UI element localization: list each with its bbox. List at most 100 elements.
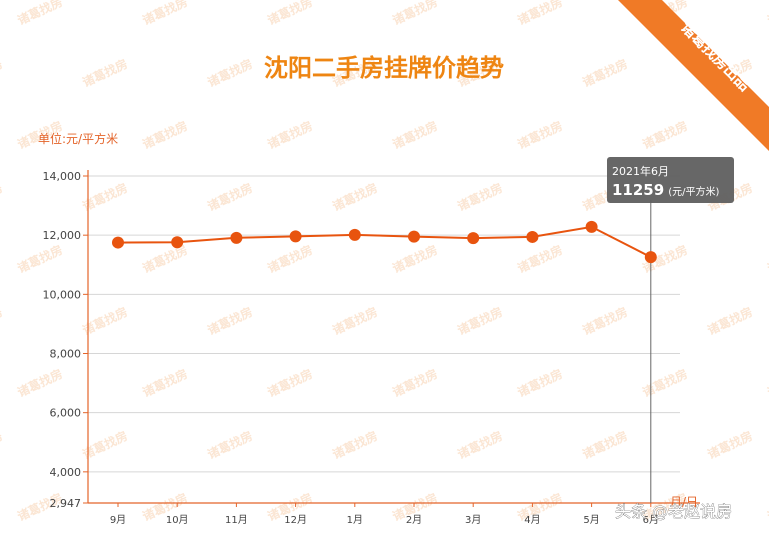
watermark-tile: 诸葛找房: [0, 304, 5, 338]
watermark-tile: 诸葛找房: [640, 118, 690, 152]
watermark-text: 诸葛找房: [330, 180, 380, 214]
watermark-tile: 诸葛找房: [330, 304, 380, 338]
watermark-text: 诸葛找房: [640, 118, 690, 152]
y-axis-unit-label: 单位:元/平方米: [38, 131, 118, 146]
watermark-text: 诸葛找房: [330, 428, 380, 462]
watermark-text: 诸葛找房: [705, 428, 755, 462]
watermark-text: 诸葛找房: [765, 0, 769, 28]
watermark-text: 诸葛找房: [265, 0, 315, 28]
watermark-tile: 诸葛找房: [515, 0, 565, 28]
watermark-tile: 诸葛找房: [640, 366, 690, 400]
watermark-tile: 诸葛找房: [515, 118, 565, 152]
watermark-tile: 诸葛找房: [265, 366, 315, 400]
data-point[interactable]: [289, 230, 302, 243]
tooltip-value-line: 11259 (元/平方米): [612, 181, 719, 199]
watermark-text: 诸葛找房: [140, 118, 190, 152]
watermark-tile: 诸葛找房: [0, 180, 5, 214]
watermark-tile: 诸葛找房: [580, 304, 630, 338]
watermark-text: 诸葛找房: [765, 242, 769, 276]
data-point[interactable]: [112, 236, 124, 249]
watermark-text: 诸葛找房: [0, 428, 5, 462]
watermark-tile: 诸葛找房: [580, 56, 630, 90]
credit-text: 头条 @老赵说房: [615, 502, 732, 521]
x-tick-label: 12月: [284, 514, 307, 526]
gridlines: [88, 175, 680, 473]
watermark-text: 诸葛找房: [140, 0, 190, 28]
series-line: [117, 225, 652, 258]
tooltip: 2021年6月 11259 (元/平方米): [607, 157, 734, 203]
data-point[interactable]: [230, 231, 243, 244]
y-tick-label: 4,000: [50, 466, 82, 479]
watermark-text: 诸葛找房: [390, 242, 440, 276]
data-point[interactable]: [348, 228, 361, 241]
x-tick-label: 2月: [406, 514, 422, 526]
watermark-tile: 诸葛找房: [390, 118, 440, 152]
tooltip-value: 11259: [612, 181, 664, 199]
data-point[interactable]: [467, 232, 480, 245]
x-tick-label: 4月: [524, 514, 540, 526]
watermark-text: 诸葛找房: [515, 366, 565, 400]
x-tick-label: 9月: [110, 514, 126, 526]
watermark-tile: 诸葛找房: [705, 304, 755, 338]
data-point[interactable]: [644, 251, 657, 264]
x-tick-label: 10月: [166, 514, 189, 526]
watermark-tile: 诸葛找房: [140, 0, 190, 28]
watermark-text: 诸葛找房: [80, 56, 130, 90]
watermark-text: 诸葛找房: [765, 366, 769, 400]
tooltip-unit: (元/平方米): [668, 185, 719, 198]
x-tick-label: 5月: [583, 514, 599, 526]
x-axis-ticks: 9月 10月 11月 12月 1月 2月 3月 4月 5月 6月: [110, 503, 659, 526]
watermark-text: 诸葛找房: [140, 366, 190, 400]
y-tick-label: 8,000: [50, 348, 82, 361]
watermark-text: 诸葛找房: [455, 180, 505, 214]
x-tick-label: 11月: [225, 514, 248, 526]
watermark-text: 诸葛找房: [265, 242, 315, 276]
watermark-tile: 诸葛找房: [80, 56, 130, 90]
watermark-text: 诸葛找房: [15, 0, 65, 28]
watermark-tile: 诸葛找房: [205, 304, 255, 338]
y-tick-label: 2,947: [50, 497, 82, 510]
watermark-text: 诸葛找房: [515, 0, 565, 28]
watermark-tile: 诸葛找房: [265, 118, 315, 152]
watermark-text: 诸葛找房: [140, 242, 190, 276]
y-tick-label: 14,000: [43, 170, 82, 183]
watermark-text: 诸葛找房: [455, 428, 505, 462]
watermark-tile: 诸葛找房: [265, 242, 315, 276]
watermark-text: 诸葛找房: [205, 304, 255, 338]
data-point[interactable]: [526, 230, 539, 243]
watermark-text: 诸葛找房: [515, 242, 565, 276]
data-point[interactable]: [171, 236, 184, 249]
watermark-text: 诸葛找房: [580, 428, 630, 462]
watermark-text: 诸葛找房: [640, 366, 690, 400]
watermark-tile: 诸葛找房: [330, 428, 380, 462]
watermark-tile: 诸葛找房: [515, 366, 565, 400]
watermark-tile: 诸葛找房: [140, 118, 190, 152]
watermark-tile: 诸葛找房: [330, 180, 380, 214]
watermark-tile: 诸葛找房: [765, 490, 769, 524]
watermark-tile: 诸葛找房: [390, 0, 440, 28]
watermark-text: 诸葛找房: [265, 118, 315, 152]
data-point[interactable]: [408, 230, 420, 243]
watermark-text: 诸葛找房: [515, 118, 565, 152]
watermark-text: 诸葛找房: [390, 366, 440, 400]
watermark-tile: 诸葛找房: [515, 242, 565, 276]
ribbon-band: [618, 0, 769, 151]
watermark-text: 诸葛找房: [705, 304, 755, 338]
watermark-tile: 诸葛找房: [390, 242, 440, 276]
watermark-tile: 诸葛找房: [140, 366, 190, 400]
watermark-tile: 诸葛找房: [205, 56, 255, 90]
watermark-tile: 诸葛找房: [15, 0, 65, 28]
y-tick-label: 10,000: [43, 288, 82, 301]
watermark-text: 诸葛找房: [580, 56, 630, 90]
watermark-tile: 诸葛找房: [455, 180, 505, 214]
watermark-text: 诸葛找房: [0, 180, 5, 214]
data-point[interactable]: [585, 220, 598, 233]
watermark-tile: 诸葛找房: [140, 242, 190, 276]
watermark-text: 诸葛找房: [205, 180, 255, 214]
watermark-tile: 诸葛找房: [390, 366, 440, 400]
watermark-tile: 诸葛找房: [205, 428, 255, 462]
watermark-tile: 诸葛找房: [765, 366, 769, 400]
watermark-text: 诸葛找房: [15, 366, 65, 400]
x-tick-label: 6月: [643, 514, 659, 526]
watermark-text: 诸葛找房: [390, 0, 440, 28]
